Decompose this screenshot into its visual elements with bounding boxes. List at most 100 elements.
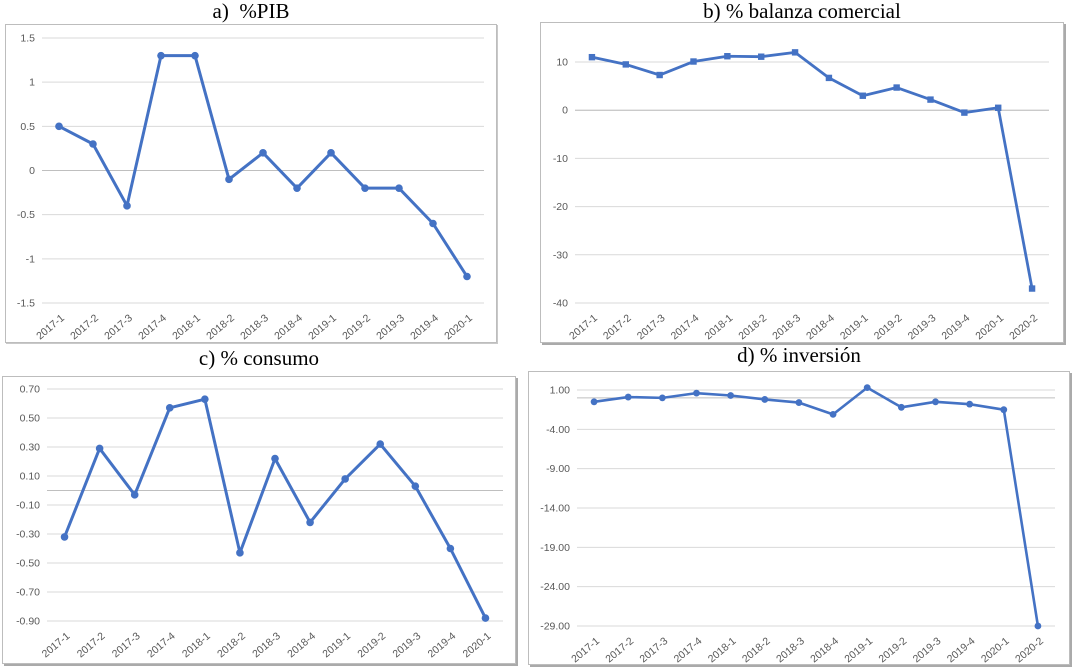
chart-panel-pib: a) %PIB 1.5 1 0.5 0 -0.5 -1 -1.5 2017-1 2017-2 20…: [5, 0, 497, 343]
line-chart-pib: 1.5 1 0.5 0 -0.5 -1 -1.5 2017-1 2017-2 2017-3 2017…: [17, 33, 484, 342]
chart-title-pib: a) %PIB: [212, 0, 290, 23]
svg-text:2017-4: 2017-4: [672, 635, 705, 664]
svg-text:2018-1: 2018-1: [170, 312, 203, 342]
svg-text:1.5: 1.5: [20, 33, 35, 45]
svg-text:2017-3: 2017-3: [102, 312, 135, 342]
svg-text:2017-1: 2017-1: [569, 635, 602, 664]
svg-text:2018-3: 2018-3: [250, 630, 283, 660]
svg-text:2018-3: 2018-3: [770, 312, 803, 342]
svg-text:2020-1: 2020-1: [461, 630, 494, 660]
svg-text:10: 10: [556, 57, 568, 69]
svg-text:-19.00: -19.00: [540, 542, 570, 554]
svg-text:2019-3: 2019-3: [906, 312, 939, 342]
line-chart-consumo: 0.70 0.50 0.30 0.10 -0.10 -0.30 -0.50 -0.70 -0.9…: [16, 384, 503, 660]
chart-title-consumo: c) % consumo: [198, 346, 320, 370]
svg-text:2019-3: 2019-3: [374, 312, 407, 342]
svg-text:2018-1: 2018-1: [180, 630, 213, 660]
svg-text:2017-4: 2017-4: [669, 312, 702, 342]
svg-text:-4.00: -4.00: [546, 424, 570, 436]
svg-text:2017-3: 2017-3: [638, 635, 671, 664]
svg-text:2019-2: 2019-2: [872, 312, 905, 342]
svg-text:-14.00: -14.00: [540, 503, 570, 515]
svg-text:2019-2: 2019-2: [877, 635, 910, 664]
svg-text:2019-1: 2019-1: [842, 635, 875, 664]
svg-text:2018-3: 2018-3: [774, 635, 807, 664]
svg-text:0.70: 0.70: [20, 384, 41, 396]
svg-text:2018-3: 2018-3: [238, 312, 271, 342]
svg-text:2019-4: 2019-4: [945, 635, 978, 664]
svg-text:2017-2: 2017-2: [68, 312, 101, 342]
svg-text:-0.30: -0.30: [16, 529, 40, 541]
chart-title-balanza: b) % balanza comercial: [703, 0, 901, 23]
svg-text:2017-4: 2017-4: [145, 630, 178, 660]
svg-text:-0.10: -0.10: [16, 500, 40, 512]
svg-text:2020-1: 2020-1: [979, 635, 1012, 664]
svg-text:2019-4: 2019-4: [940, 312, 973, 342]
svg-text:1.00: 1.00: [550, 385, 571, 397]
svg-text:-1: -1: [26, 253, 35, 265]
svg-text:-29.00: -29.00: [540, 621, 570, 633]
chart-title-inversion: d) % inversión: [737, 343, 861, 367]
svg-text:-30: -30: [553, 249, 568, 261]
svg-text:2017-2: 2017-2: [603, 635, 636, 664]
chart-panel-consumo: c) % consumo 0.70 0.50 0.30 0.10 -0.10 -0.30 -…: [2, 346, 516, 664]
svg-text:0: 0: [562, 105, 568, 117]
svg-text:2017-4: 2017-4: [136, 312, 169, 342]
svg-text:1: 1: [29, 77, 35, 89]
chart-box-inversion: 1.00 -4.00 -9.00 -14.00 -19.00 -24.00 -29.00 20…: [528, 371, 1070, 665]
svg-text:0: 0: [29, 165, 35, 177]
svg-text:2017-2: 2017-2: [601, 312, 634, 342]
svg-text:2018-2: 2018-2: [204, 312, 237, 342]
svg-text:-0.50: -0.50: [16, 558, 40, 570]
svg-text:-0.70: -0.70: [16, 587, 40, 599]
svg-text:2018-4: 2018-4: [272, 312, 305, 342]
svg-text:2017-2: 2017-2: [75, 630, 108, 660]
svg-text:-0.90: -0.90: [16, 616, 40, 628]
svg-text:-9.00: -9.00: [546, 463, 570, 475]
svg-text:2019-2: 2019-2: [340, 312, 373, 342]
svg-text:2019-1: 2019-1: [306, 312, 339, 342]
svg-text:2019-4: 2019-4: [408, 312, 441, 342]
svg-text:2017-3: 2017-3: [635, 312, 668, 342]
line-chart-inversion: 1.00 -4.00 -9.00 -14.00 -19.00 -24.00 -29.00 20…: [540, 384, 1055, 665]
chart-box-balanza: 10 0 -10 -20 -30 -40 2017-1 2017-2 2017-3 2017-4 2…: [540, 22, 1064, 343]
svg-text:2019-3: 2019-3: [911, 635, 944, 664]
svg-text:-10: -10: [553, 153, 568, 165]
chart-box-consumo: 0.70 0.50 0.30 0.10 -0.10 -0.30 -0.50 -0.70 -0.9…: [2, 376, 516, 664]
svg-text:2020-2: 2020-2: [1013, 635, 1046, 664]
svg-text:-1.5: -1.5: [17, 298, 35, 310]
svg-text:-40: -40: [553, 298, 568, 310]
svg-text:2018-2: 2018-2: [736, 312, 769, 342]
svg-text:-0.5: -0.5: [17, 209, 35, 221]
svg-text:0.50: 0.50: [20, 413, 41, 425]
svg-text:2020-2: 2020-2: [1007, 312, 1040, 342]
svg-text:2018-1: 2018-1: [703, 312, 736, 342]
svg-text:2017-1: 2017-1: [34, 312, 67, 342]
svg-text:2019-4: 2019-4: [426, 630, 459, 660]
svg-text:0.30: 0.30: [20, 442, 41, 454]
svg-text:2018-2: 2018-2: [740, 635, 773, 664]
svg-text:2018-1: 2018-1: [706, 635, 739, 664]
chart-panel-inversion: d) % inversión 1.00 -4.00 -9.00 -14.00 -19.0…: [528, 343, 1070, 665]
svg-text:2018-4: 2018-4: [285, 630, 318, 660]
svg-text:2019-1: 2019-1: [320, 630, 353, 660]
svg-text:2017-3: 2017-3: [110, 630, 143, 660]
svg-text:2018-4: 2018-4: [808, 635, 841, 664]
svg-text:2019-2: 2019-2: [355, 630, 388, 660]
svg-text:0.5: 0.5: [20, 121, 35, 133]
svg-text:2019-3: 2019-3: [390, 630, 423, 660]
svg-text:-20: -20: [553, 201, 568, 213]
chart-box-pib: 1.5 1 0.5 0 -0.5 -1 -1.5 2017-1 2017-2 2017-3 2017…: [5, 24, 497, 343]
svg-text:2020-1: 2020-1: [442, 312, 475, 342]
chart-panel-balanza: b) % balanza comercial 10 0 -10 -20 -30 -40 20…: [540, 0, 1064, 343]
svg-text:0.10: 0.10: [20, 471, 41, 483]
svg-text:2020-1: 2020-1: [973, 312, 1006, 342]
svg-text:2019-1: 2019-1: [838, 312, 871, 342]
svg-text:2017-1: 2017-1: [567, 312, 600, 342]
svg-text:2018-4: 2018-4: [804, 312, 837, 342]
svg-text:-24.00: -24.00: [540, 581, 570, 593]
svg-text:2017-1: 2017-1: [40, 630, 73, 660]
svg-text:2018-2: 2018-2: [215, 630, 248, 660]
